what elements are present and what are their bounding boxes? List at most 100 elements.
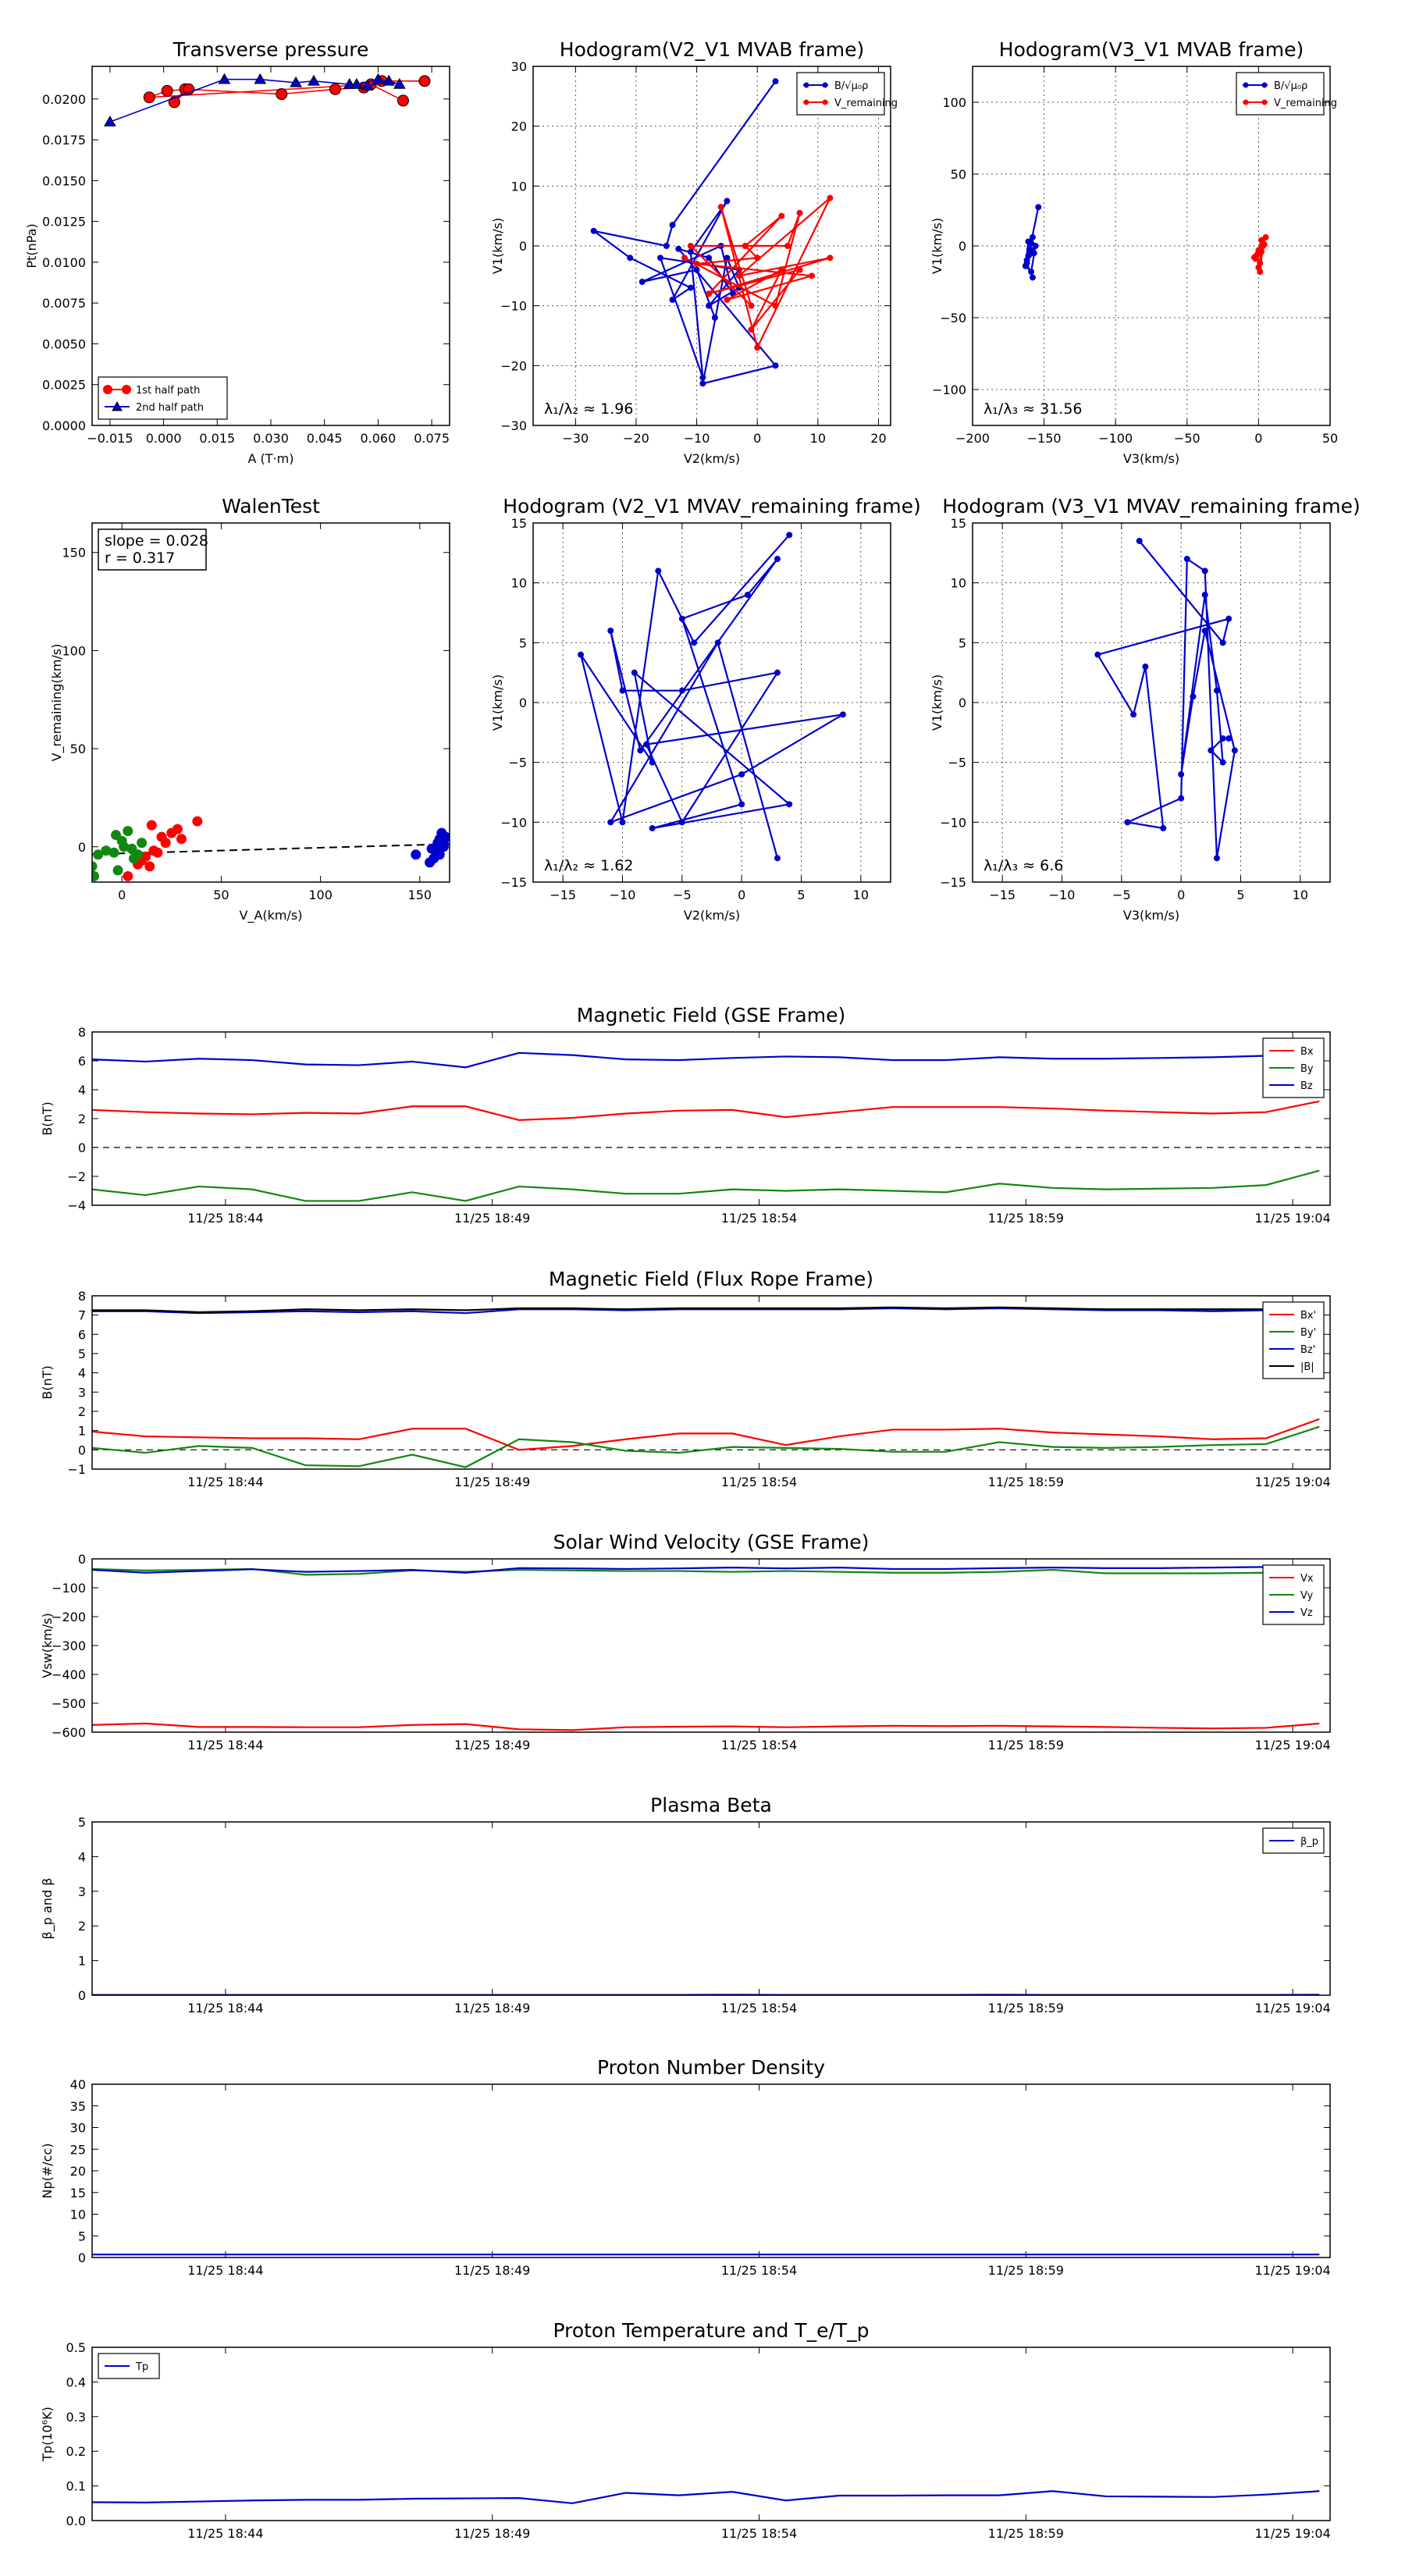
y-tick-label: 15 — [951, 516, 966, 531]
x-tick-label: −5 — [673, 888, 692, 902]
data-point — [687, 243, 694, 249]
axes-frame — [532, 66, 891, 426]
x-tick-label: 11/25 18:44 — [187, 1211, 263, 1226]
data-point — [1025, 252, 1032, 259]
x-tick-label: 50 — [1322, 431, 1338, 446]
legend: B/√μ₀ρ V_remaining — [1236, 72, 1337, 116]
data-point — [1160, 825, 1167, 831]
data-point — [172, 824, 183, 834]
legend-label: 1st half path — [136, 385, 200, 397]
y-tick-label: 25 — [70, 2142, 86, 2157]
data-point — [649, 825, 656, 831]
data-point — [308, 74, 320, 86]
x-tick-label: −10 — [684, 431, 710, 446]
x-axis-label: A (T·m) — [248, 451, 294, 466]
x-tick-label: 11/25 19:04 — [1254, 1211, 1330, 1226]
data-point — [156, 831, 167, 842]
data-point — [699, 374, 706, 381]
data-point — [393, 77, 406, 89]
data-point — [693, 261, 700, 267]
y-tick-label: −10 — [500, 815, 527, 830]
data-point — [772, 362, 779, 369]
axes-frame — [91, 1031, 1331, 1206]
legend-label: V_remaining — [834, 98, 898, 109]
data-point — [382, 74, 396, 86]
y-tick-label: 0 — [78, 2250, 86, 2265]
data-point — [144, 861, 155, 872]
legend-label: Bz' — [1300, 1344, 1315, 1356]
y-tick-label: −500 — [52, 1696, 86, 1711]
y-tick-label: 2 — [78, 1919, 86, 1934]
x-tick-label: 11/25 18:59 — [988, 1475, 1064, 1489]
x-tick-label: −200 — [955, 431, 990, 446]
y-tick-label: 8 — [78, 1289, 86, 1304]
y-tick-label: 0 — [78, 1552, 86, 1567]
data-point — [663, 243, 670, 249]
data-point — [1219, 639, 1226, 646]
y-tick-label: 4 — [78, 1083, 86, 1098]
y-tick-label: 6 — [78, 1054, 86, 1069]
x-tick-label: 11/25 18:54 — [721, 2526, 797, 2541]
chart-title: Proton Temperature and T_e/T_p — [553, 2319, 869, 2342]
y-tick-label: 0 — [959, 696, 966, 710]
x-tick-label: −30 — [562, 431, 589, 446]
h2-panel: Hodogram(V3_V1 MVAB frame) −200 −150 −100 −5… — [930, 38, 1338, 466]
x-tick-label: 11/25 19:04 — [1254, 1475, 1330, 1489]
data-point — [1201, 568, 1208, 575]
y-tick-label: −5 — [508, 756, 527, 770]
y-tick-label: 3 — [78, 1385, 86, 1400]
data-point — [1094, 651, 1101, 658]
x-tick-label: 150 — [408, 888, 432, 902]
data-point — [1201, 628, 1208, 634]
data-point — [1130, 711, 1137, 718]
data-point — [1201, 592, 1208, 598]
y-tick-label: 3 — [78, 1884, 86, 1899]
data-point — [1183, 556, 1190, 562]
data-point — [699, 380, 706, 387]
chart-title: Hodogram(V2_V1 MVAB frame) — [560, 38, 864, 61]
data-point — [1259, 243, 1266, 249]
data-point — [784, 243, 791, 249]
data-point — [578, 651, 585, 658]
y-axis-label: V_remaining(km/s) — [49, 644, 65, 762]
x-tick-label: 0 — [738, 888, 745, 902]
data-point — [1213, 855, 1220, 862]
legend-marker — [803, 82, 809, 88]
x-tick-label: 0 — [1177, 888, 1185, 902]
y-tick-label: 0.0000 — [42, 418, 86, 433]
data-point — [1035, 204, 1042, 211]
data-point — [754, 344, 761, 351]
series-line-b- — [592, 80, 777, 385]
y-tick-label: −1 — [67, 1462, 86, 1477]
eigenvalue-ratio-label: λ₁/λ₃ ≈ 6.6 — [984, 857, 1063, 874]
x-tick-label: 11/25 18:49 — [454, 1475, 530, 1489]
x-tick-label: 11/25 18:54 — [721, 1211, 797, 1226]
data-point — [724, 254, 731, 262]
data-point — [748, 302, 755, 309]
stats-box — [98, 528, 207, 571]
data-point — [1225, 735, 1232, 742]
y-tick-label: 0.0 — [66, 2514, 86, 2528]
x-tick-label: 11/25 18:44 — [187, 2001, 263, 2016]
y-axis-label: Pt(nPa) — [24, 223, 39, 268]
y-tick-label: 0.1 — [66, 2479, 86, 2494]
x-axis-label: V3(km/s) — [1123, 451, 1179, 466]
x-tick-label: 0 — [118, 888, 126, 902]
data-point — [1029, 233, 1036, 240]
legend-box — [796, 72, 885, 116]
x-tick-label: 11/25 19:04 — [1254, 2263, 1330, 2278]
data-point — [137, 838, 148, 849]
eigenvalue-ratio-label: λ₁/λ₂ ≈ 1.62 — [544, 857, 633, 874]
x-tick-label: 0.015 — [199, 431, 235, 446]
x-tick-label: 11/25 18:54 — [721, 2001, 797, 2016]
x-tick-label: 11/25 18:54 — [721, 1738, 797, 1752]
data-point — [796, 266, 803, 273]
data-point — [1028, 269, 1035, 276]
data-point — [1178, 771, 1185, 777]
plot-area — [1094, 538, 1238, 862]
data-point — [1029, 274, 1036, 281]
x-tick-label: 100 — [308, 888, 333, 902]
y-tick-label: 50 — [70, 742, 86, 756]
y-tick-label: 10 — [511, 179, 527, 194]
legend-label: By — [1300, 1063, 1314, 1075]
